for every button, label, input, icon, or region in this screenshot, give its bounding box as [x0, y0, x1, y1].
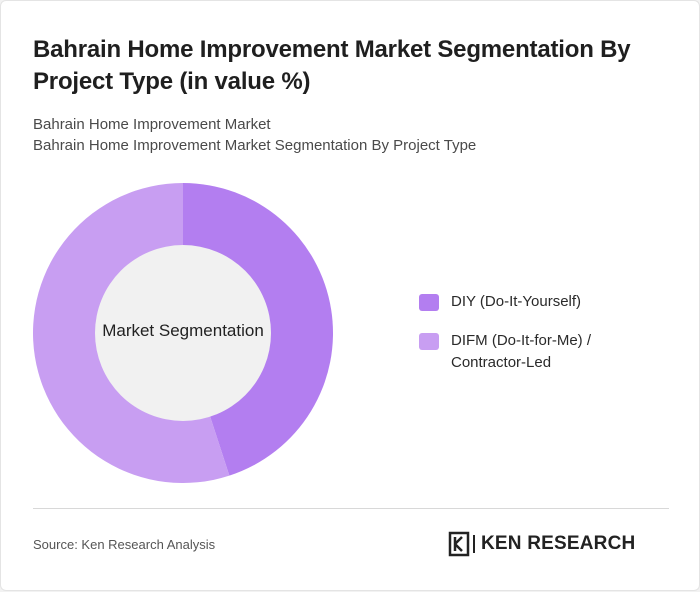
footer-divider — [33, 508, 669, 509]
logo-text: KEN RESEARCH — [481, 533, 636, 554]
legend-swatch-diy — [419, 294, 439, 311]
source-note: Source: Ken Research Analysis — [33, 537, 216, 552]
chart-subtitle: Bahrain Home Improvement Market Bahrain … — [33, 114, 673, 156]
donut-center-label: Market Segmentation — [102, 321, 264, 340]
ken-research-logo-icon — [448, 531, 470, 557]
legend-label-diy: DIY (Do-It-Yourself) — [451, 293, 582, 310]
legend-swatch-difm — [419, 333, 439, 350]
legend-label-difm: DIFM (Do-It-for-Me) / Contractor-Led — [451, 332, 591, 371]
chart-title: Bahrain Home Improvement Market Segmenta… — [33, 36, 631, 95]
logo-separator — [473, 535, 475, 553]
donut-hole — [95, 245, 271, 421]
legend-item-diy: DIY (Do-It-Yourself) — [419, 291, 659, 313]
chart-legend: DIY (Do-It-Yourself) DIFM (Do-It-for-Me)… — [419, 291, 659, 374]
subtitle-line-1: Bahrain Home Improvement Market — [33, 116, 271, 133]
subtitle-line-2: Bahrain Home Improvement Market Segmenta… — [33, 137, 477, 154]
legend-item-difm: DIFM (Do-It-for-Me) / Contractor-Led — [419, 330, 659, 374]
